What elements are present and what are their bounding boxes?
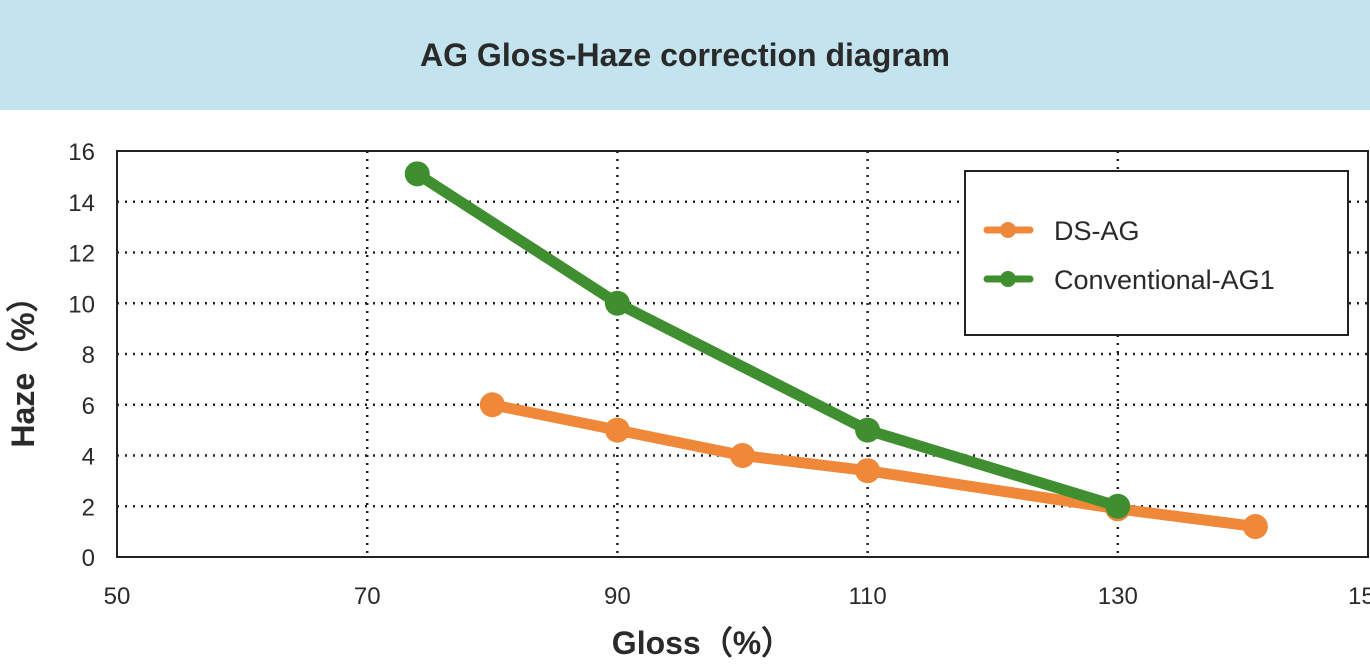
data-point [604, 417, 630, 443]
legend-label: DS-AG [1054, 216, 1140, 246]
y-tick-label: 4 [82, 444, 95, 471]
tick-labels: 50 70 90 110 130 150 0 2 4 6 8 10 12 14 16 [68, 139, 1370, 610]
y-tick-label: 8 [82, 342, 95, 369]
x-tick-label: 90 [604, 583, 631, 610]
x-tick-label: 110 [848, 583, 886, 610]
legend-marker [1000, 271, 1016, 287]
title-banner: AG Gloss-Haze correction diagram [0, 0, 1370, 110]
legend-item: DS-AG [983, 216, 1140, 246]
y-tick-label: 12 [68, 241, 95, 268]
x-tick-label: 70 [354, 583, 381, 610]
y-tick-label: 6 [82, 393, 95, 420]
x-tick-label: 150 [1348, 583, 1370, 610]
grid-lines [117, 151, 1368, 557]
data-point [855, 458, 881, 484]
x-tick-label: 130 [1098, 583, 1138, 610]
series-layer [404, 161, 1268, 540]
series-line [486, 399, 1261, 533]
x-tick-label: 50 [104, 583, 131, 610]
legend: DS-AG Conventional-AG1 [964, 170, 1349, 336]
data-point [1242, 514, 1268, 540]
data-point [855, 417, 881, 443]
y-axis-title: Haze（%） [5, 280, 41, 447]
y-tick-label: 0 [82, 545, 95, 572]
data-point [730, 443, 755, 468]
series-ds-ag [479, 392, 1268, 540]
y-tick-label: 2 [82, 494, 95, 521]
y-tick-label: 14 [68, 190, 95, 217]
y-tick-label: 16 [68, 139, 95, 166]
legend-marker [1000, 222, 1016, 238]
chart-title: AG Gloss-Haze correction diagram [420, 36, 950, 73]
series-line [411, 168, 1124, 512]
data-point [479, 392, 505, 418]
data-point [1105, 493, 1131, 519]
x-axis-title: Gloss（%） [612, 625, 793, 661]
plot-frame [116, 150, 1369, 558]
legend-label: Conventional-AG1 [1054, 265, 1275, 295]
series-conventional-ag1 [404, 161, 1131, 519]
legend-box [964, 170, 1349, 336]
legend-item: Conventional-AG1 [983, 265, 1275, 295]
y-tick-label: 10 [68, 291, 95, 318]
data-point [404, 161, 430, 187]
data-point [604, 290, 630, 316]
